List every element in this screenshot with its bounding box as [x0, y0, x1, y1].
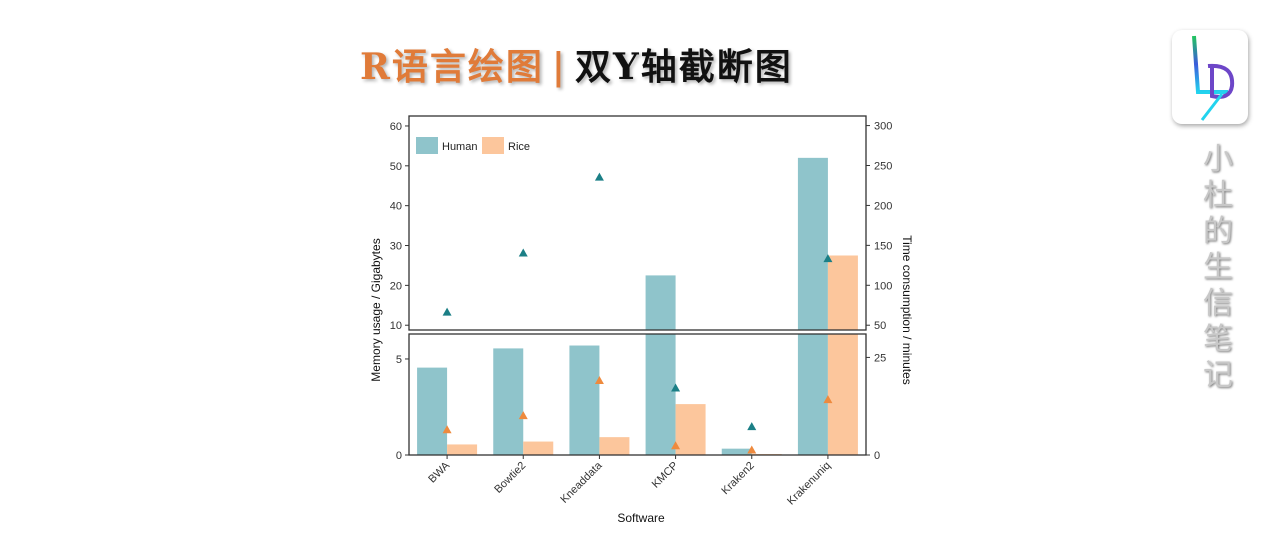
time-point-rice — [518, 411, 528, 420]
bar-human — [645, 334, 676, 455]
legend-label-rice: Rice — [508, 141, 530, 153]
brand-char: 小 — [1203, 142, 1233, 177]
left-axis-upper-tick-label: 20 — [390, 280, 402, 292]
bar-rice — [523, 441, 554, 455]
bar-human — [417, 367, 448, 455]
bar-human — [569, 345, 600, 455]
bar-rice — [447, 444, 478, 455]
left-axis-upper-tick-label: 40 — [390, 201, 402, 213]
legend-label-human: Human — [442, 141, 477, 153]
legend-swatch-human — [416, 137, 438, 154]
x-tick-label: BWA — [426, 459, 452, 485]
bar-rice-upper — [827, 255, 858, 330]
time-point-human — [671, 383, 681, 392]
bar-human — [797, 334, 828, 455]
brand-char: 笔 — [1203, 322, 1233, 357]
legend: Human Rice — [416, 137, 530, 154]
bar-rice — [827, 334, 858, 455]
time-point-rice — [442, 425, 452, 434]
x-tick-label: Krakenuniq — [785, 460, 833, 508]
right-axis-upper-tick-label: 250 — [874, 161, 892, 173]
brand-logo — [1172, 30, 1248, 124]
right-axis-upper-tick-label: 200 — [874, 200, 892, 212]
bar-rice — [599, 437, 630, 455]
left-axis-upper-tick-label: 50 — [390, 161, 402, 173]
right-axis-lower-tick-label: 25 — [874, 352, 886, 364]
x-tick-label: Bowtie2 — [492, 460, 528, 496]
left-axis-lower-tick-label: 5 — [396, 354, 402, 366]
brand-vertical-text: 小 杜 的 生 信 笔 记 — [1198, 142, 1238, 394]
left-axis-lower-tick-label: 0 — [396, 450, 402, 462]
time-point-human — [518, 248, 528, 257]
bar-human — [721, 448, 752, 455]
right-axis-upper-tick-label: 100 — [874, 280, 892, 292]
lower-panel-frame — [408, 333, 867, 456]
time-point-rice — [747, 445, 757, 454]
left-axis-upper-tick-label: 30 — [390, 241, 402, 253]
title-separator: | — [551, 46, 568, 88]
y-axis-title-left: Memory usage / Gigabytes — [369, 238, 383, 381]
time-point-human — [442, 307, 452, 316]
x-tick-label: KMCP — [650, 460, 681, 491]
upper-panel-frame — [408, 115, 867, 331]
bar-human — [493, 348, 524, 455]
bar-human-upper — [645, 275, 676, 330]
logo-ld-icon — [1192, 35, 1235, 121]
right-axis-upper-tick-label: 300 — [874, 121, 892, 133]
right-axis-lower-tick-label: 0 — [874, 450, 880, 462]
legend-swatch-rice — [482, 137, 504, 154]
left-axis-upper-tick-label: 60 — [390, 121, 402, 133]
time-point-human — [594, 172, 604, 181]
brand-char: 生 — [1203, 250, 1233, 285]
x-axis-title: Software — [617, 511, 665, 525]
title-part1: R语言绘图 — [360, 46, 544, 88]
right-axis-upper-tick-label: 50 — [874, 320, 886, 332]
title-part2: 双Y轴截断图 — [575, 46, 793, 88]
time-point-rice — [671, 441, 681, 450]
bar-rice — [675, 404, 706, 455]
left-axis-upper-tick-label: 10 — [390, 320, 402, 332]
time-point-human — [823, 254, 833, 263]
time-point-human — [747, 422, 757, 431]
y-axis-title-right: Time consumption / minutes — [900, 235, 914, 385]
brand-char: 的 — [1203, 214, 1233, 249]
bar-human-upper — [797, 157, 828, 330]
x-tick-label: Kneaddata — [558, 459, 605, 506]
time-point-rice — [823, 395, 833, 404]
brand-char: 杜 — [1203, 178, 1233, 213]
time-point-rice — [594, 376, 604, 385]
brand-char: 信 — [1203, 286, 1233, 321]
page-title: R语言绘图 | 双Y轴截断图 — [360, 38, 793, 90]
brand-char: 记 — [1203, 358, 1233, 393]
x-tick-label: Kraken2 — [719, 460, 756, 497]
right-axis-upper-tick-label: 150 — [874, 240, 892, 252]
